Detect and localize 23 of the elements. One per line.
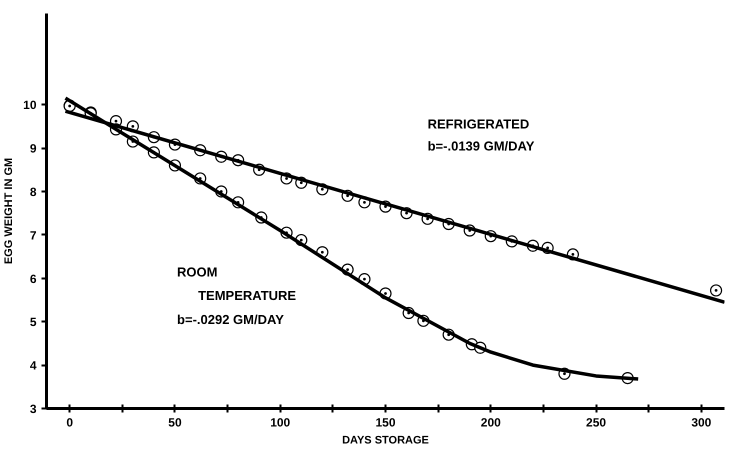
y-axis-title: EGG WEIGHT IN GM xyxy=(3,158,16,264)
y-tick-label: 9 xyxy=(30,142,37,156)
x-tick-label: 300 xyxy=(691,416,712,430)
x-tick-label: 0 xyxy=(66,416,74,430)
annotation: b=-.0139 GM/DAY xyxy=(428,138,535,154)
y-tick-label: 7 xyxy=(30,228,37,242)
x-tick-label: 150 xyxy=(375,416,396,430)
x-tick-label: 250 xyxy=(586,416,606,430)
point xyxy=(710,284,722,297)
x-axis-title: DAYS STORAGE xyxy=(342,434,429,446)
annotation: b=-.0292 GM/DAY xyxy=(177,312,284,328)
y-tick-label: 8 xyxy=(30,184,37,199)
y-tick-label: 5 xyxy=(30,315,37,330)
annotation: TEMPERATURE xyxy=(198,288,296,304)
x-tick-label: 50 xyxy=(168,416,182,430)
y-tick-label: 10 xyxy=(23,98,37,112)
y-tick-label: 6 xyxy=(30,272,37,286)
x-tick-label: 100 xyxy=(270,416,291,430)
y-tick-label: 3 xyxy=(30,402,37,416)
x-tick-label: 200 xyxy=(480,416,502,430)
annotation: ROOM xyxy=(177,264,218,280)
annotation: REFRIGERATED xyxy=(428,116,530,132)
y-tick-label: 4 xyxy=(30,358,37,373)
